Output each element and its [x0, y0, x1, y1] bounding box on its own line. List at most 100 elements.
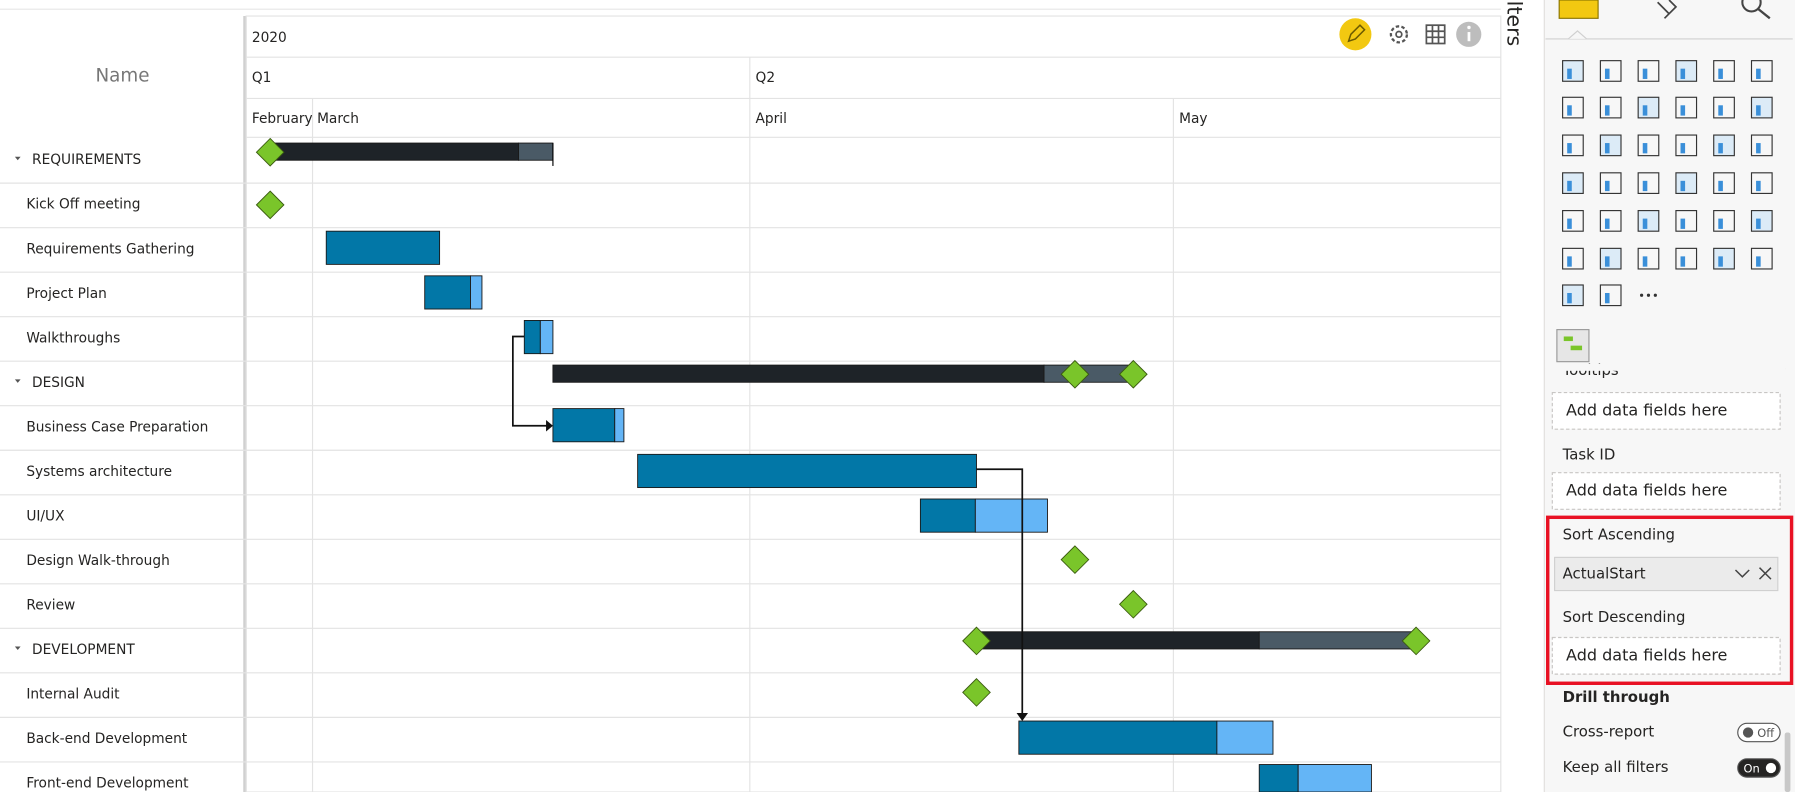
build-tab[interactable] — [1558, 0, 1599, 19]
arrow-head — [546, 420, 553, 432]
analytics-handle — [1757, 8, 1771, 20]
task-bar — [325, 230, 441, 265]
visual-icon[interactable] — [1562, 247, 1584, 270]
visual-glyph — [1642, 68, 1648, 79]
visual-glyph — [1680, 105, 1686, 116]
visual-icon[interactable] — [1713, 60, 1735, 82]
visual-icon[interactable] — [1675, 60, 1698, 82]
visual-icon[interactable] — [1750, 172, 1773, 194]
milestone — [1118, 359, 1148, 389]
visual-icon[interactable] — [1599, 96, 1622, 119]
dependency-arrow — [511, 335, 548, 427]
chevron[interactable] — [1734, 569, 1750, 578]
visual-icon[interactable] — [1675, 134, 1698, 157]
year-label: 2020 — [252, 30, 287, 46]
drop-well[interactable] — [1551, 636, 1781, 675]
visual-glyph — [1718, 105, 1723, 116]
task-name: Design Walk-through — [26, 553, 169, 569]
more-dot — [1646, 293, 1651, 297]
drop-well[interactable] — [1551, 391, 1781, 430]
well-label: Sort Descending — [1563, 608, 1686, 626]
format-tab[interactable] — [1657, 0, 1678, 19]
visual-icon[interactable] — [1750, 247, 1773, 270]
visual-glyph — [1604, 105, 1610, 116]
visual-icon[interactable] — [1562, 172, 1584, 194]
visual-glyph — [1642, 180, 1648, 192]
drop-well[interactable] — [1551, 472, 1781, 510]
visual-icon[interactable] — [1562, 210, 1584, 232]
visual-icon[interactable] — [1713, 96, 1735, 119]
field-chip[interactable] — [1554, 556, 1779, 592]
scrollbar[interactable] — [1784, 732, 1791, 792]
analytics-tab[interactable] — [1741, 0, 1762, 13]
collapse-arrow[interactable] — [14, 156, 21, 161]
visual-icon[interactable] — [1562, 60, 1584, 82]
visual-glyph — [1718, 143, 1723, 154]
visual-icon[interactable] — [1637, 134, 1660, 157]
visual-glyph — [1567, 292, 1572, 304]
collapse-arrow[interactable] — [14, 379, 21, 383]
visual-icon[interactable] — [1637, 172, 1660, 194]
visual-icon[interactable] — [1750, 210, 1773, 232]
visual-icon[interactable] — [1713, 134, 1735, 157]
task-remaining — [1297, 764, 1372, 792]
table-button[interactable] — [1425, 24, 1446, 45]
visual-icon[interactable] — [1562, 284, 1584, 307]
visual-icon[interactable] — [1675, 247, 1698, 270]
task-bar — [552, 408, 616, 443]
visual-icon[interactable] — [1599, 134, 1622, 157]
visual-icon[interactable] — [1713, 172, 1735, 194]
filters-tab-label[interactable]: ilters — [1502, 0, 1526, 46]
visual-glyph — [1604, 143, 1610, 154]
visual-icon[interactable] — [1750, 96, 1773, 119]
visual-glyph — [1642, 218, 1648, 229]
visual-glyph — [1680, 256, 1686, 267]
visual-icon[interactable] — [1599, 172, 1622, 194]
visual-icon[interactable] — [1713, 210, 1735, 232]
milestone — [962, 678, 991, 707]
visual-icon[interactable] — [1599, 284, 1622, 307]
visual-icon[interactable] — [1562, 134, 1584, 157]
milestone — [1401, 626, 1431, 656]
visual-glyph — [1567, 105, 1572, 116]
task-name: Review — [26, 597, 75, 613]
visual-icon[interactable] — [1562, 96, 1584, 119]
visual-icon[interactable] — [1637, 60, 1660, 82]
visual-glyph — [1642, 256, 1648, 267]
task-name: Front-end Development — [26, 776, 189, 792]
toggle-knob — [1765, 762, 1777, 774]
visual-icon[interactable] — [1599, 210, 1622, 232]
edit-button[interactable] — [1339, 18, 1372, 51]
task-remaining — [539, 320, 554, 355]
collapse-arrow[interactable] — [14, 646, 21, 650]
task-bar — [919, 498, 976, 533]
visual-icon[interactable] — [1599, 60, 1622, 82]
task-remaining — [974, 498, 1048, 533]
month-label: February — [252, 111, 313, 127]
visual-glyph — [1756, 68, 1761, 79]
month-label: May — [1179, 111, 1207, 127]
visual-icon[interactable] — [1637, 96, 1660, 119]
visual-icon[interactable] — [1637, 210, 1660, 232]
visual-glyph — [1680, 180, 1686, 192]
task-name: Internal Audit — [26, 686, 120, 702]
group-name: DEVELOPMENT — [32, 642, 135, 658]
visual-icon[interactable] — [1750, 134, 1773, 157]
visual-glyph — [1604, 218, 1610, 229]
visual-icon[interactable] — [1750, 60, 1773, 82]
well-label: Task ID — [1562, 446, 1616, 464]
visual-icon[interactable] — [1675, 172, 1698, 194]
visual-icon[interactable] — [1637, 247, 1660, 270]
task-name: Systems architecture — [26, 464, 172, 480]
visual-icons — [1562, 60, 1773, 307]
visual-icon[interactable] — [1675, 210, 1698, 232]
task-remaining — [614, 408, 625, 443]
remove-field[interactable] — [1758, 567, 1772, 580]
task-remaining — [1216, 720, 1274, 755]
visual-icon[interactable] — [1713, 247, 1735, 270]
visual-icon[interactable] — [1675, 96, 1698, 119]
info-glyph — [1467, 32, 1471, 42]
group-name: REQUIREMENTS — [32, 152, 141, 168]
visual-icon[interactable] — [1599, 247, 1622, 270]
